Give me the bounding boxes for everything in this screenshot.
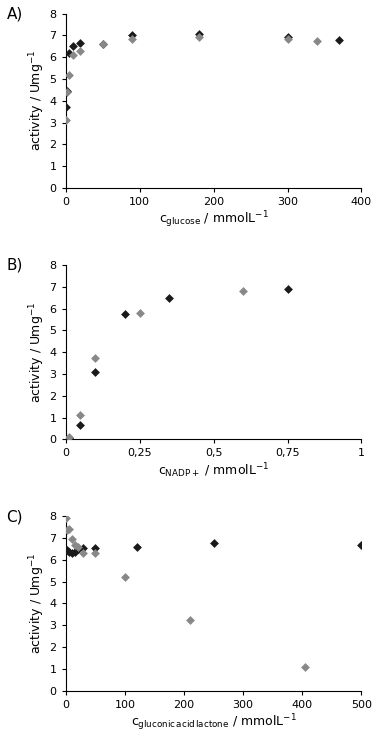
Point (129, 33, 135, 44)
Point (77, 409, 83, 421)
Point (66, 546, 72, 558)
Point (92, 548, 98, 559)
Point (240, 285, 246, 297)
Point (64, 87, 70, 98)
Point (285, 283, 291, 295)
Point (196, 30, 202, 42)
Point (302, 661, 309, 673)
Y-axis label: activity / Umg$^{-1}$: activity / Umg$^{-1}$ (27, 50, 47, 152)
Point (63, 115, 69, 127)
Point (64, 544, 70, 556)
X-axis label: c$_{\mathrm{NADP+}}$ / mmolL$^{-1}$: c$_{\mathrm{NADP+}}$ / mmolL$^{-1}$ (158, 461, 269, 480)
Point (66, 431, 72, 443)
Point (69, 548, 75, 559)
Point (196, 28, 202, 40)
X-axis label: c$_{\mathrm{glucose}}$ / mmolL$^{-1}$: c$_{\mathrm{glucose}}$ / mmolL$^{-1}$ (159, 210, 268, 230)
Point (187, 614, 193, 626)
Point (359, 539, 365, 551)
Point (63, 513, 69, 525)
Point (75, 541, 81, 553)
Point (80, 542, 86, 554)
Point (72, 546, 78, 558)
Text: A): A) (6, 7, 23, 21)
Point (77, 420, 83, 431)
Point (64, 85, 70, 97)
X-axis label: c$_{\mathrm{gluconic\,acid\,lactone}}$ / mmolL$^{-1}$: c$_{\mathrm{gluconic\,acid\,lactone}}$ /… (131, 713, 296, 733)
Point (64, 525, 70, 536)
Point (69, 534, 75, 545)
Text: B): B) (6, 258, 23, 273)
Point (336, 34, 342, 46)
Point (77, 37, 83, 49)
Point (77, 45, 83, 57)
Point (92, 366, 98, 377)
Point (70, 49, 76, 61)
Point (66, 69, 72, 81)
Point (211, 537, 217, 549)
Point (100, 38, 106, 50)
Point (92, 352, 98, 363)
Point (63, 544, 69, 556)
Point (72, 539, 78, 551)
Point (80, 548, 86, 559)
Point (66, 523, 72, 535)
Point (122, 571, 128, 583)
Point (285, 33, 291, 44)
Y-axis label: activity / Umg$^{-1}$: activity / Umg$^{-1}$ (27, 302, 47, 403)
Point (100, 38, 106, 50)
Y-axis label: activity / Umg$^{-1}$: activity / Umg$^{-1}$ (27, 553, 47, 654)
Point (63, 101, 69, 113)
Point (122, 308, 128, 320)
Point (66, 432, 72, 444)
Point (129, 30, 135, 41)
Point (92, 542, 98, 554)
Text: C): C) (6, 509, 23, 524)
Point (75, 543, 81, 555)
Point (166, 292, 172, 303)
Point (314, 35, 320, 47)
Point (134, 541, 140, 553)
Point (285, 30, 291, 42)
Point (70, 41, 76, 53)
Point (66, 47, 72, 58)
Point (136, 307, 143, 319)
